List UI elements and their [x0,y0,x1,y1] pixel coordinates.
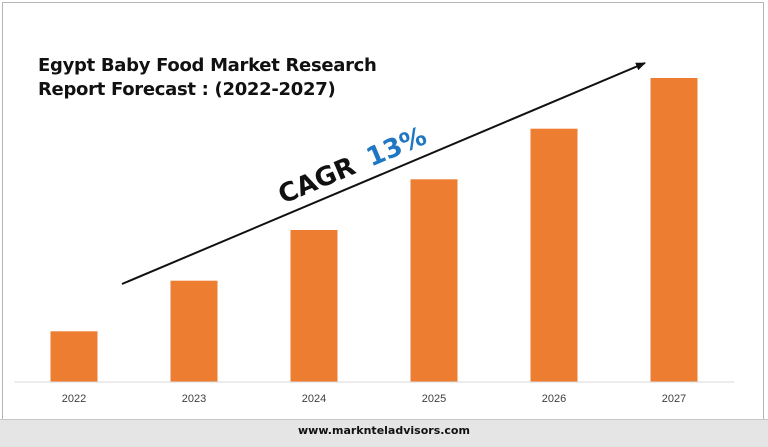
cagr-trend-arrow [121,62,646,285]
cagr-annotation: CAGR 13% [274,121,431,210]
x-tick-label-2026: 2026 [542,393,566,405]
x-tick-label-2025: 2025 [422,393,446,405]
x-tick-label-2022: 2022 [62,393,86,405]
bar-2025 [410,179,458,382]
x-tick-label-2024: 2024 [302,393,326,405]
bar-2022 [50,331,98,382]
bar-2026 [530,128,578,382]
x-tick-label-2027: 2027 [662,393,686,405]
chart-frame [2,2,764,443]
cagr-value: 13% [362,121,431,173]
footer-website: www.marknteladvisors.com [298,424,470,437]
chart-title-line-1: Egypt Baby Food Market Research [38,55,377,76]
footer-bar [0,419,768,447]
bar-2027 [650,78,698,382]
bar-2024 [290,230,338,382]
bar-group [50,78,698,382]
x-axis-tick-labels: 2022 2023 2024 2025 2026 2027 [62,393,686,405]
bar-2023 [170,280,218,382]
chart-title-line-2: Report Forecast : (2022-2027) [38,79,336,100]
x-tick-label-2023: 2023 [182,393,206,405]
chart-title: Egypt Baby Food Market Research Report F… [38,54,377,102]
